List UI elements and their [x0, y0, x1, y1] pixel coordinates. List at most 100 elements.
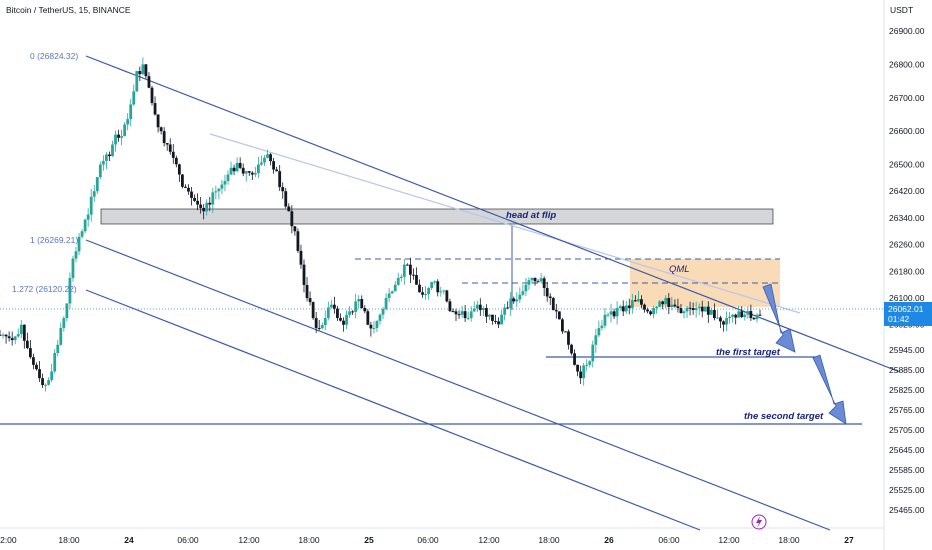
candle-body	[488, 314, 491, 317]
candle-body	[354, 301, 358, 312]
price-tick-label: 26420.00	[889, 186, 925, 196]
candle-body	[451, 311, 455, 313]
fib-label-1272: 1.272 (26120.22)	[12, 284, 77, 294]
candle-body	[0, 334, 2, 336]
candle-body	[375, 320, 379, 329]
time-tick-label: 18:00	[58, 535, 80, 545]
candle-body	[287, 206, 291, 212]
candle-body	[524, 284, 528, 292]
price-tick-label: 25525.00	[889, 485, 925, 495]
price-tick-label: 26700.00	[889, 93, 925, 103]
faint-trendline[interactable]	[209, 133, 801, 314]
candle-body	[217, 188, 221, 192]
candle-body	[135, 71, 139, 92]
candle-body	[621, 306, 625, 312]
supply-zone[interactable]	[100, 208, 774, 225]
candle-body	[275, 169, 279, 172]
second-target-arrow[interactable]	[812, 354, 847, 425]
candle-body	[253, 173, 257, 175]
time-tick-label: 25	[364, 535, 374, 545]
candle-body	[475, 304, 479, 309]
candle-body	[506, 307, 510, 309]
candle-body	[53, 352, 57, 372]
candle-body	[38, 369, 41, 379]
candle-body	[430, 281, 434, 289]
candle-body	[138, 71, 142, 75]
candle-body	[320, 325, 324, 329]
candle-body	[655, 306, 659, 309]
candle-body	[412, 274, 415, 276]
candle-body	[557, 311, 561, 320]
price-tick-label: 25645.00	[889, 445, 925, 455]
candle-body	[111, 144, 114, 157]
candle-body	[92, 191, 96, 197]
time-axis[interactable]: 12:00 18:00 24 06:00 12:00 18:00 25 06:00 12:00 1…	[0, 535, 854, 545]
candle-body	[311, 302, 315, 319]
candle-body	[409, 264, 412, 275]
candle-body	[47, 380, 51, 385]
candle-body	[32, 357, 35, 365]
candle-body	[551, 298, 555, 311]
candle-body	[691, 308, 695, 310]
candle-body	[542, 278, 546, 289]
candle-body	[630, 300, 634, 309]
candle-body	[424, 294, 427, 296]
candle-body	[527, 280, 531, 285]
candle-body	[71, 258, 75, 279]
candle-body	[293, 226, 297, 232]
channel-lower-line[interactable]	[85, 289, 701, 531]
candle-body	[564, 331, 567, 333]
candle-body	[755, 314, 759, 320]
channel-upper-line[interactable]	[85, 55, 901, 373]
candle-body	[393, 284, 397, 292]
price-axis[interactable]: 26900.00 26800.00 26700.00 26600.00 26500.00…	[889, 26, 925, 515]
last-price-badge	[884, 302, 932, 326]
candle-body	[637, 299, 640, 302]
time-tick-label: 18:00	[778, 535, 800, 545]
candle-body	[679, 308, 683, 314]
candle-body	[700, 306, 704, 312]
candle-body	[503, 307, 507, 315]
candle-body	[649, 311, 652, 315]
candlestick-series[interactable]	[0, 57, 762, 392]
candle-body	[421, 292, 424, 295]
channel-middle-line[interactable]	[85, 239, 831, 531]
candle-body	[153, 103, 157, 115]
candle-body	[171, 151, 175, 158]
first-target-arrow[interactable]	[762, 283, 796, 353]
candle-body	[387, 293, 391, 299]
candle-body	[594, 335, 598, 345]
candle-body	[378, 314, 382, 321]
candle-body	[664, 298, 668, 305]
candle-body	[722, 321, 725, 325]
candle-body	[670, 304, 674, 308]
candle-body	[448, 301, 452, 312]
candle-body	[296, 231, 300, 251]
candle-body	[174, 157, 178, 165]
price-tick-label: 26900.00	[889, 26, 925, 36]
candle-body	[442, 290, 446, 292]
time-tick-label: 12:00	[0, 535, 17, 545]
candle-body	[697, 306, 701, 309]
candle-body	[168, 144, 172, 152]
fib-label-0: 0 (26824.32)	[30, 51, 78, 61]
lightning-glyph	[756, 516, 762, 528]
candle-body	[95, 177, 99, 192]
candle-body	[743, 314, 747, 318]
candle-body	[706, 306, 710, 315]
candle-body	[652, 308, 655, 315]
candle-body	[86, 214, 90, 220]
candle-body	[591, 344, 595, 362]
candle-body	[220, 184, 224, 189]
candle-body	[342, 320, 345, 325]
price-tick-label: 26260.00	[889, 240, 925, 250]
candle-body	[10, 338, 14, 341]
candle-body	[114, 134, 117, 145]
candle-body	[184, 186, 187, 188]
candle-body	[77, 236, 81, 252]
candle-body	[83, 219, 87, 232]
candle-body	[618, 306, 622, 309]
candle-body	[126, 119, 130, 125]
candle-body	[627, 305, 631, 309]
